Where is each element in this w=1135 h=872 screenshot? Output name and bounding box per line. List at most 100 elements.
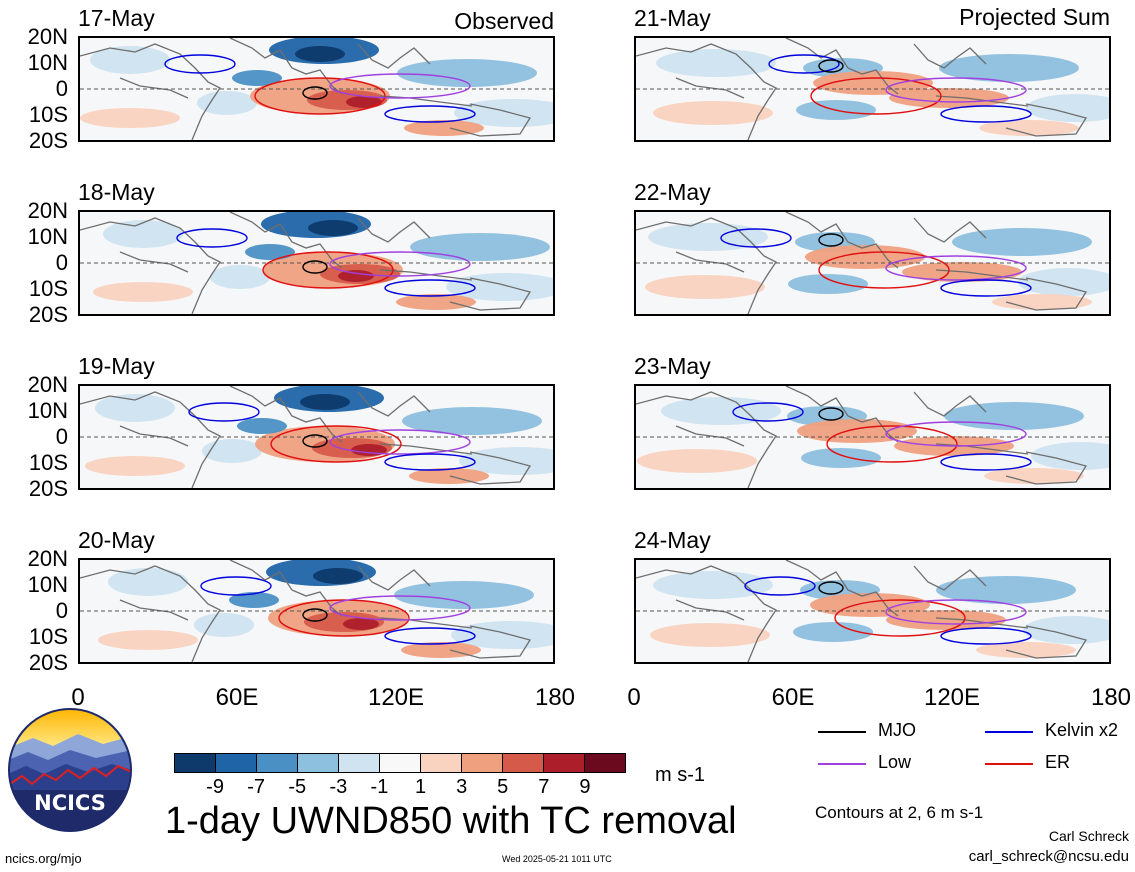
anomaly-shading xyxy=(656,49,776,77)
anomaly-shading xyxy=(402,407,542,435)
lat-label: 20N xyxy=(27,198,68,223)
er-contour xyxy=(278,599,410,637)
map-panel-22-may xyxy=(634,210,1111,316)
colorbar-tick: -1 xyxy=(370,776,389,798)
anomaly-shading xyxy=(394,581,534,609)
lon-label: 120E xyxy=(923,684,981,711)
mjo-contour xyxy=(302,260,328,274)
anomaly-shading xyxy=(645,275,765,299)
colorbar-swatch xyxy=(503,754,544,772)
anomaly-shading xyxy=(202,439,262,463)
anomaly-shading xyxy=(343,618,379,630)
map-field xyxy=(80,38,553,140)
kelvin-contour xyxy=(200,576,272,596)
anomaly-shading xyxy=(653,571,773,599)
anomaly-shading xyxy=(313,568,363,584)
kelvin-contour xyxy=(732,402,804,422)
anomaly-shading xyxy=(229,592,279,608)
legend-label: Kelvin x2 xyxy=(1045,720,1119,740)
lat-label: 20S xyxy=(28,650,68,675)
colorbar-swatch xyxy=(421,754,462,772)
panel-date: 20-May xyxy=(78,527,155,553)
legend-label: ER xyxy=(1045,752,1071,772)
kelvin-contour xyxy=(940,627,1032,645)
colorbar-tick: -9 xyxy=(206,776,224,798)
units-label: m s-1 xyxy=(655,764,705,786)
er-contour xyxy=(818,251,950,289)
legend-line-er xyxy=(985,763,1033,765)
low-contour xyxy=(885,77,1027,103)
panel-date: 23-May xyxy=(634,353,711,379)
kelvin-contour xyxy=(768,54,840,74)
lat-label: 20S xyxy=(28,476,68,501)
lat-label: 20N xyxy=(27,24,68,49)
lat-label: 20S xyxy=(28,128,68,153)
er-contour xyxy=(810,77,942,115)
anomaly-shading xyxy=(936,576,1076,604)
low-contour xyxy=(885,421,1027,447)
low-contour xyxy=(329,595,471,621)
anomaly-shading xyxy=(976,642,1076,658)
map-field xyxy=(80,560,553,662)
lon-label: 180 xyxy=(534,684,576,711)
map-panel-21-may xyxy=(634,36,1111,142)
legend-label: Low xyxy=(878,752,912,772)
low-contour xyxy=(329,251,471,277)
lon-label: 180 xyxy=(1090,684,1132,711)
colorbar-swatch xyxy=(544,754,585,772)
map-panel-20-may xyxy=(78,558,555,664)
site-url: ncics.org/mjo xyxy=(5,851,82,866)
colorbar-tick: -7 xyxy=(247,776,266,798)
anomaly-shading xyxy=(197,91,257,115)
anomaly-shading xyxy=(103,220,183,248)
low-contour xyxy=(329,73,471,99)
lat-label: 20S xyxy=(28,302,68,327)
map-field xyxy=(636,386,1109,488)
anomaly-shading xyxy=(300,394,350,410)
coastline xyxy=(636,386,1088,488)
er-contour xyxy=(834,599,966,637)
anomaly-shading xyxy=(295,46,345,62)
map-panel-19-may xyxy=(78,384,555,490)
panel-date: 19-May xyxy=(78,353,155,379)
anomaly-shading xyxy=(194,613,254,637)
panel-date: 22-May xyxy=(634,179,711,205)
coastline xyxy=(636,38,1088,140)
anomaly-shading xyxy=(308,220,358,236)
anomaly-shading xyxy=(979,120,1079,136)
coastline xyxy=(636,560,1088,662)
lat-label: 20N xyxy=(27,372,68,397)
projected-title: Projected Sum xyxy=(959,4,1110,30)
lat-label: 0 xyxy=(55,250,68,275)
ncics-logo: NCICS xyxy=(8,708,132,832)
mjo-contour xyxy=(818,59,844,73)
map-panel-17-may xyxy=(78,36,555,142)
mjo-contour xyxy=(302,608,328,622)
anomaly-shading xyxy=(650,623,770,647)
mjo-contour xyxy=(818,407,844,421)
lat-label: 10S xyxy=(28,624,68,649)
anomaly-shading xyxy=(90,46,170,74)
anomaly-shading xyxy=(108,568,188,596)
email: carl_schreck@ncsu.edu xyxy=(968,848,1129,865)
colorbar xyxy=(174,753,626,773)
anomaly-shading xyxy=(396,294,476,310)
map-panel-18-may xyxy=(78,210,555,316)
colorbar-tick: -3 xyxy=(329,776,348,798)
colorbar-tick: 9 xyxy=(579,776,591,798)
author: Carl Schreck xyxy=(1048,828,1129,844)
lat-label: 20N xyxy=(27,546,68,571)
map-panel-24-may xyxy=(634,558,1111,664)
colorbar-swatch xyxy=(585,754,625,772)
er-contour xyxy=(826,425,958,463)
anomaly-shading xyxy=(245,244,295,260)
anomaly-shading xyxy=(210,265,270,289)
lat-label: 10N xyxy=(27,50,68,75)
low-contour xyxy=(885,599,1027,625)
lat-label: 10N xyxy=(27,572,68,597)
colorbar-swatch xyxy=(216,754,257,772)
map-field xyxy=(636,38,1109,140)
anomaly-shading xyxy=(1026,94,1109,122)
mjo-contour xyxy=(818,581,844,595)
kelvin-contour xyxy=(384,627,476,645)
